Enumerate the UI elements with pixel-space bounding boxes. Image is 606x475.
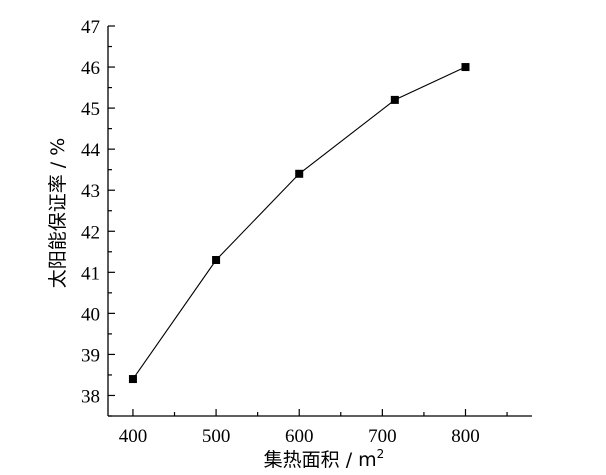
x-tick-label: 500 — [202, 426, 231, 447]
x-tick-label: 700 — [368, 426, 397, 447]
data-point — [212, 256, 221, 264]
data-point — [128, 375, 137, 384]
y-tick-label: 40 — [81, 304, 100, 325]
data-point — [461, 63, 470, 72]
x-axis-title-superscript: 2 — [377, 447, 385, 461]
y-tick-label: 41 — [81, 263, 100, 284]
y-tick-label: 45 — [81, 99, 100, 120]
x-tick-label: 400 — [119, 426, 148, 447]
y-tick-label: 44 — [81, 140, 101, 161]
plot-area: 400 500 600 700 800 38 39 40 41 42 43 44 45 46 47 — [81, 17, 532, 447]
y-tick-label: 43 — [81, 181, 100, 202]
series-group — [128, 63, 470, 384]
data-point — [390, 95, 399, 104]
x-axis-ticks: 400 500 600 700 800 — [119, 409, 508, 447]
x-tick-label: 600 — [285, 426, 314, 447]
y-tick-label: 39 — [81, 345, 100, 366]
y-tick-label: 47 — [81, 17, 100, 38]
x-axis-title-text: 集热面积 / m — [264, 449, 377, 471]
y-tick-label: 42 — [81, 222, 100, 243]
y-tick-label: 38 — [81, 386, 100, 407]
x-axis-title: 集热面积 / m2 — [264, 447, 385, 471]
series-line — [132, 66, 466, 380]
y-axis-title: 太阳能保证率 / % — [47, 138, 69, 289]
data-point — [295, 169, 304, 178]
y-axis-ticks: 38 39 40 41 42 43 44 45 46 47 — [81, 17, 115, 417]
x-tick-label: 800 — [451, 426, 480, 447]
y-tick-label: 46 — [81, 58, 100, 79]
